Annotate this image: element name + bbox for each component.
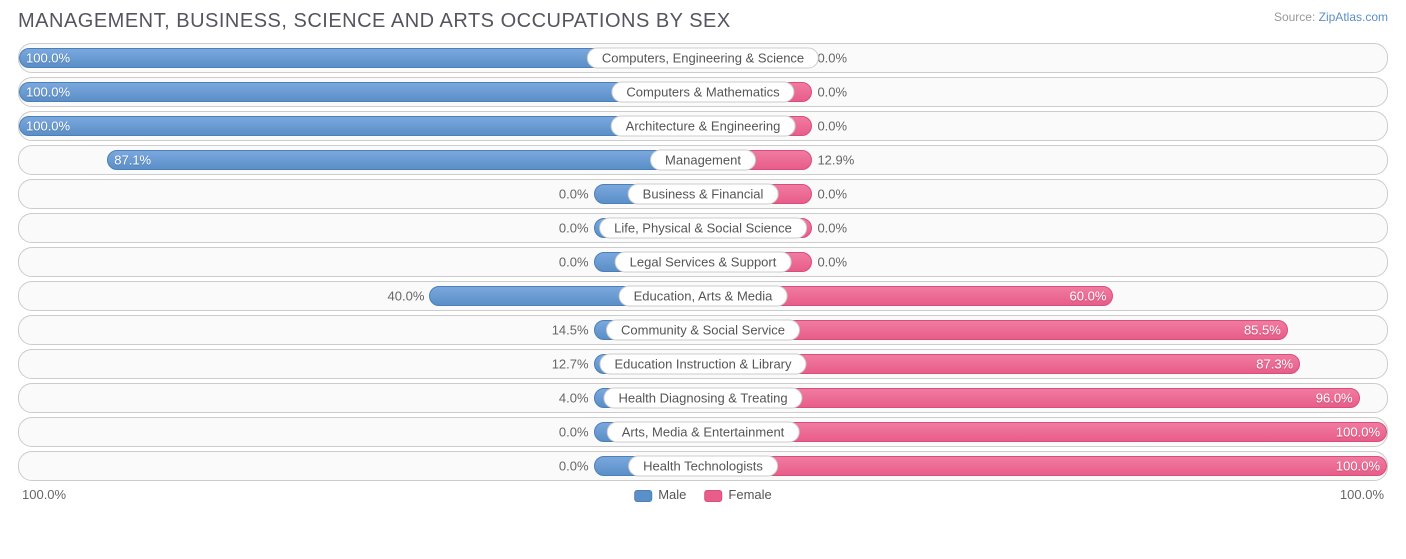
male-value: 12.7% — [552, 357, 595, 372]
axis-right-label: 100.0% — [1340, 487, 1384, 502]
category-label: Architecture & Engineering — [611, 116, 796, 137]
category-label: Business & Financial — [628, 184, 779, 205]
legend-male-label: Male — [658, 487, 686, 502]
male-value: 100.0% — [26, 119, 70, 134]
chart-row: 100.0% 0.0% Architecture & Engineering — [18, 111, 1388, 141]
female-value: 85.5% — [1244, 323, 1281, 338]
female-value: 96.0% — [1316, 391, 1353, 406]
male-value: 40.0% — [388, 289, 431, 304]
legend: Male Female — [634, 487, 772, 502]
category-label: Education, Arts & Media — [619, 286, 788, 307]
category-label: Health Diagnosing & Treating — [603, 388, 802, 409]
chart-row: 0.0% 0.0% Legal Services & Support — [18, 247, 1388, 277]
male-value: 100.0% — [26, 51, 70, 66]
category-label: Life, Physical & Social Science — [599, 218, 807, 239]
category-label: Health Technologists — [628, 456, 778, 477]
chart-row: 0.0% 100.0% Health Technologists — [18, 451, 1388, 481]
axis-row: 100.0% Male Female 100.0% — [18, 487, 1388, 502]
chart-row: 100.0% 0.0% Computers & Mathematics — [18, 77, 1388, 107]
male-value: 0.0% — [559, 459, 595, 474]
legend-female: Female — [704, 487, 771, 502]
chart-row: 0.0% 100.0% Arts, Media & Entertainment — [18, 417, 1388, 447]
female-value: 0.0% — [811, 85, 847, 100]
female-value: 100.0% — [1336, 425, 1380, 440]
female-value: 0.0% — [811, 119, 847, 134]
category-label: Arts, Media & Entertainment — [607, 422, 800, 443]
male-value: 14.5% — [552, 323, 595, 338]
female-value: 60.0% — [1070, 289, 1107, 304]
female-value: 12.9% — [811, 153, 854, 168]
female-value: 0.0% — [811, 221, 847, 236]
category-label: Management — [650, 150, 756, 171]
male-value: 0.0% — [559, 425, 595, 440]
legend-male: Male — [634, 487, 686, 502]
female-bar: 100.0% — [703, 422, 1387, 442]
legend-swatch-female — [704, 490, 722, 502]
male-bar: 100.0% — [19, 116, 703, 136]
legend-female-label: Female — [728, 487, 771, 502]
male-bar: 87.1% — [107, 150, 703, 170]
female-value: 87.3% — [1256, 357, 1293, 372]
source-label: Source: ZipAtlas.com — [1274, 10, 1388, 24]
source-prefix: Source: — [1274, 10, 1319, 24]
male-value: 4.0% — [559, 391, 595, 406]
source-link[interactable]: ZipAtlas.com — [1319, 10, 1388, 24]
category-label: Legal Services & Support — [615, 252, 792, 273]
chart-row: 0.0% 0.0% Life, Physical & Social Science — [18, 213, 1388, 243]
chart-row: 4.0% 96.0% Health Diagnosing & Treating — [18, 383, 1388, 413]
diverging-bar-chart: 100.0% 0.0% Computers, Engineering & Scien… — [18, 43, 1388, 481]
female-bar: 100.0% — [703, 456, 1387, 476]
male-value: 87.1% — [114, 153, 151, 168]
chart-row: 14.5% 85.5% Community & Social Service — [18, 315, 1388, 345]
chart-row: 40.0% 60.0% Education, Arts & Media — [18, 281, 1388, 311]
chart-row: 87.1% 12.9% Management — [18, 145, 1388, 175]
category-label: Education Instruction & Library — [599, 354, 806, 375]
chart-title: MANAGEMENT, BUSINESS, SCIENCE AND ARTS O… — [18, 10, 731, 33]
chart-row: 100.0%0.0%Computers, Engineering & Scien… — [18, 43, 1388, 73]
male-bar: 100.0% — [19, 82, 703, 102]
axis-left-label: 100.0% — [22, 487, 66, 502]
chart-row: 0.0% 0.0% Business & Financial — [18, 179, 1388, 209]
category-label: Community & Social Service — [606, 320, 800, 341]
male-value: 0.0% — [559, 187, 595, 202]
male-value: 0.0% — [559, 255, 595, 270]
category-label: Computers & Mathematics — [611, 82, 794, 103]
female-value: 100.0% — [1336, 459, 1380, 474]
category-label: Computers, Engineering & Science — [587, 48, 819, 69]
male-value: 0.0% — [559, 221, 595, 236]
legend-swatch-male — [634, 490, 652, 502]
female-value: 0.0% — [811, 187, 847, 202]
chart-row: 12.7% 87.3% Education Instruction & Librar… — [18, 349, 1388, 379]
male-value: 100.0% — [26, 85, 70, 100]
female-value: 0.0% — [811, 255, 847, 270]
